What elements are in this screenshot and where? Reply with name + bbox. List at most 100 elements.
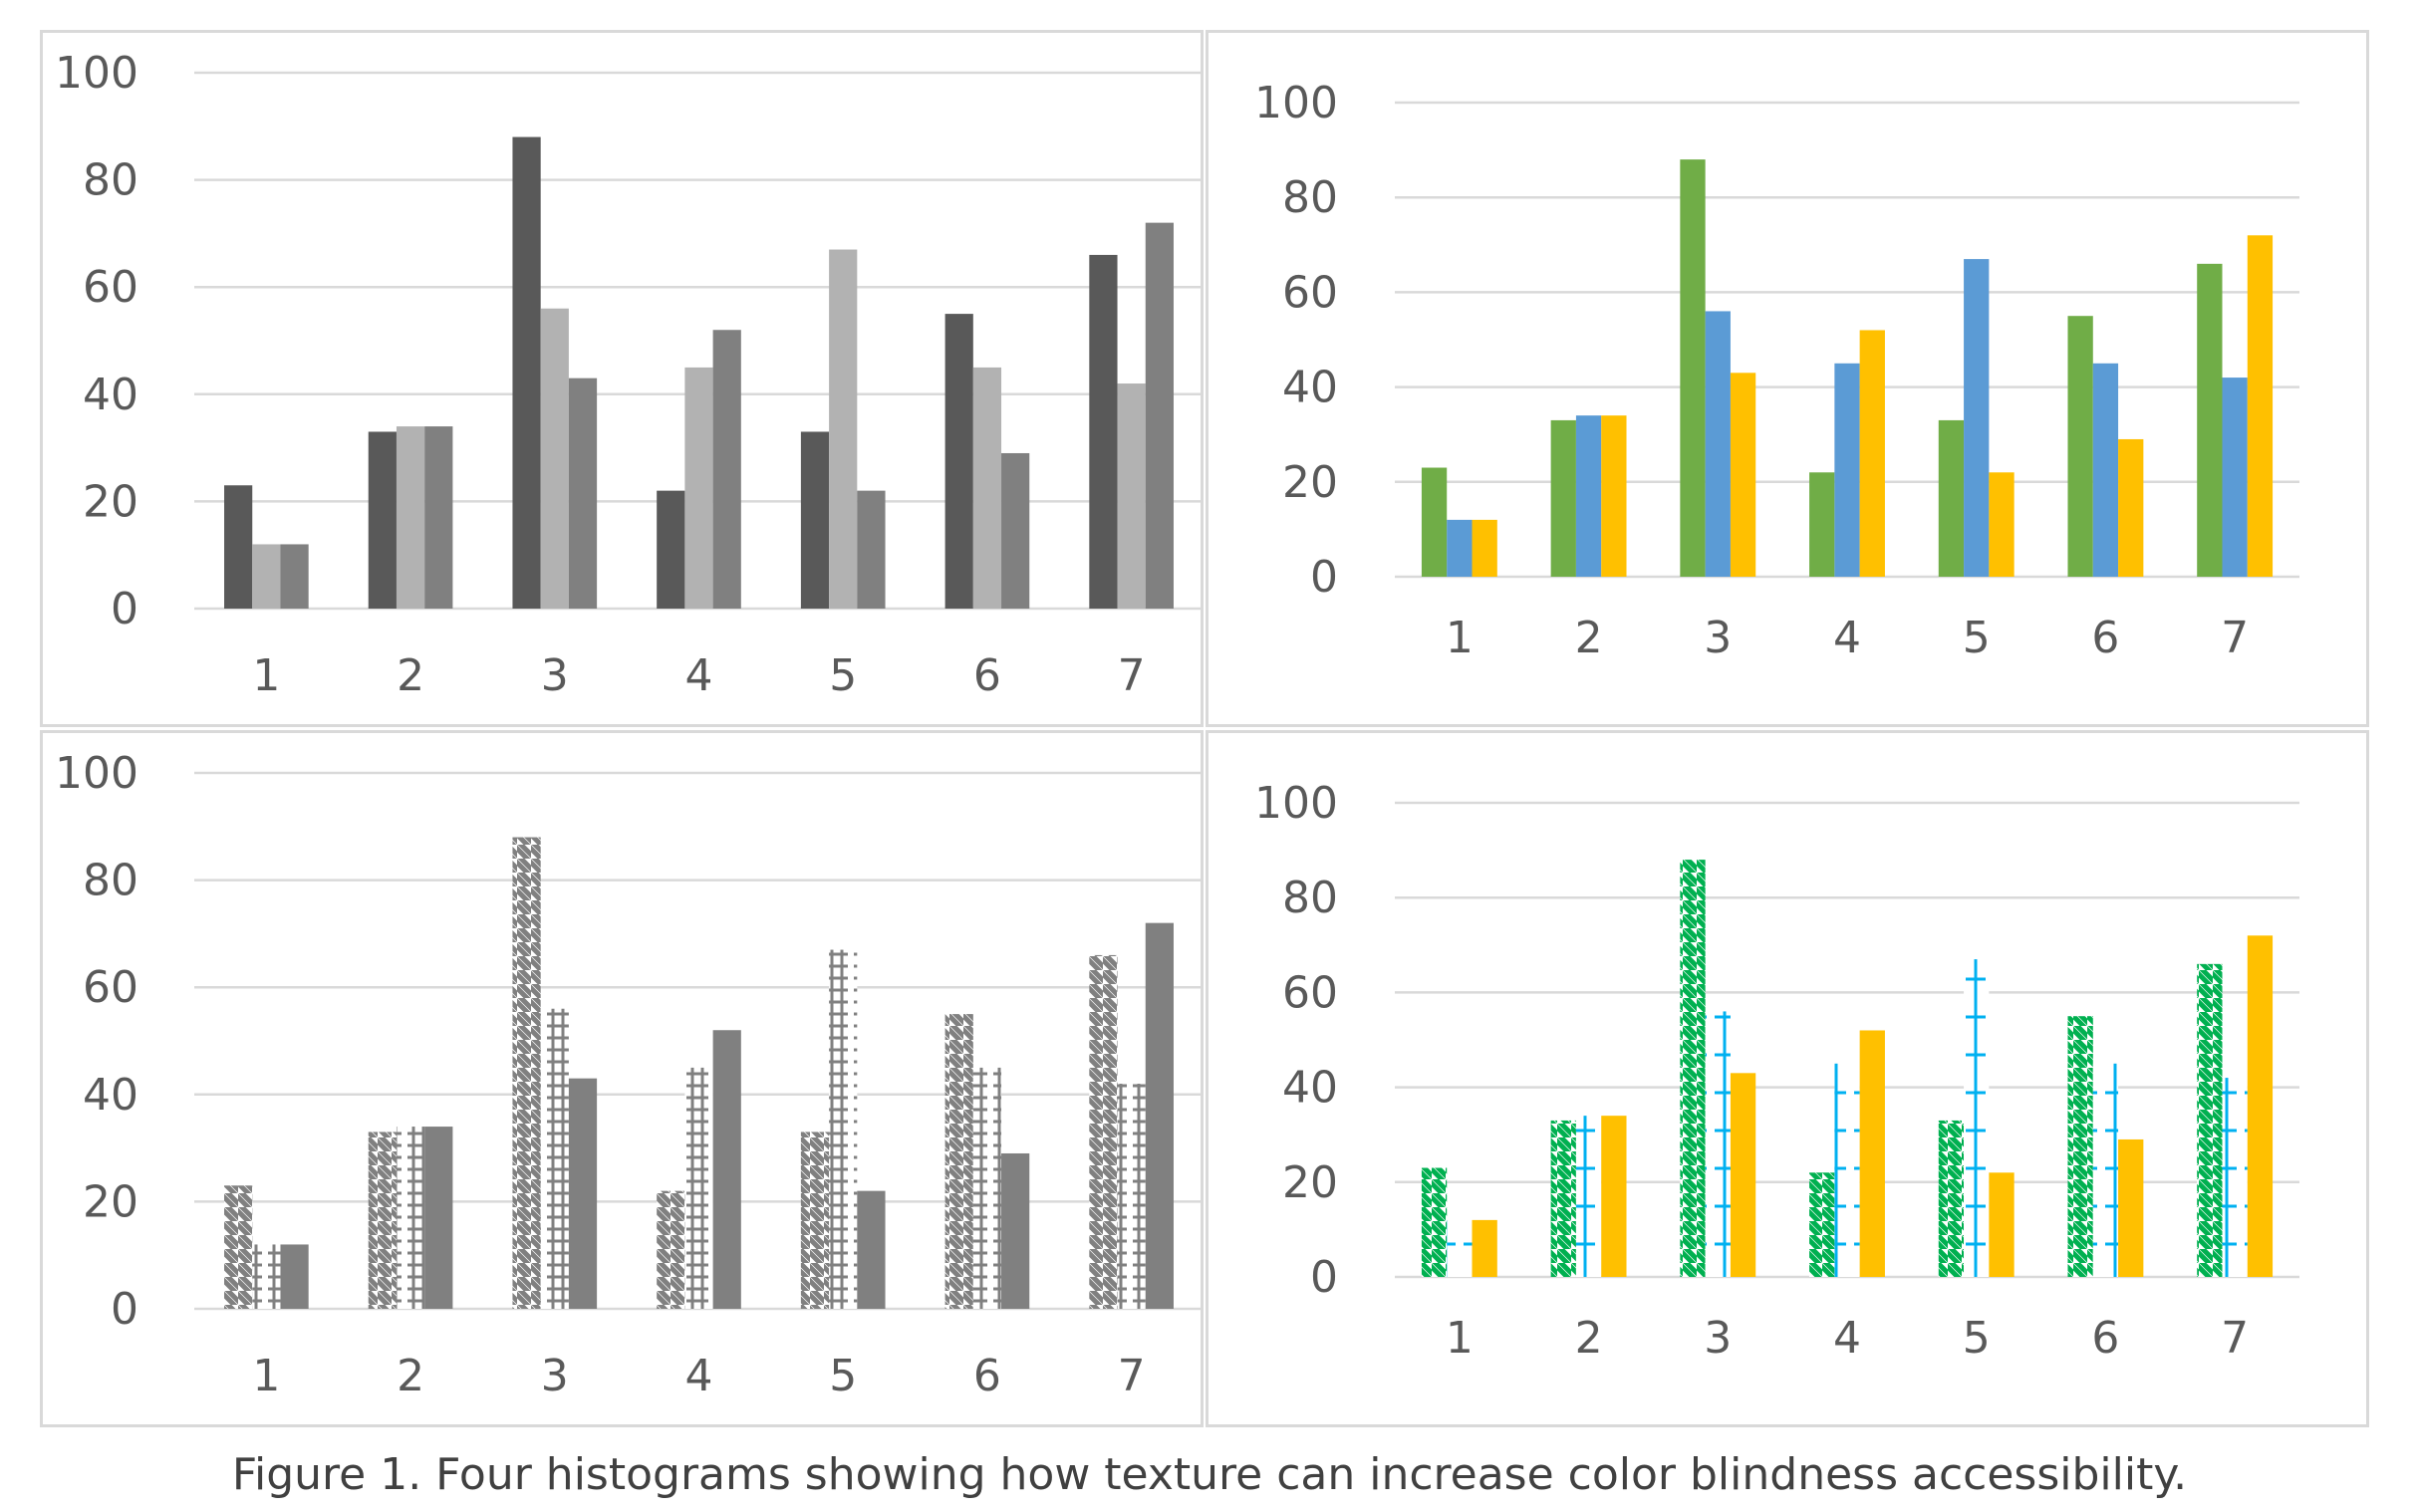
bar-series-3 <box>280 544 309 609</box>
bar-series-2 <box>252 1244 281 1309</box>
y-tick-label: 80 <box>1282 873 1338 923</box>
bar-series-1 <box>1809 472 1835 577</box>
bar-series-1 <box>512 136 541 609</box>
y-tick-label: 60 <box>83 262 138 313</box>
bar-chart-svg: 0 20 40 60 80 100 1 2 3 4 5 6 7 <box>55 48 1201 701</box>
bar-series-1 <box>512 837 541 1309</box>
bar-series-3 <box>2118 1138 2144 1277</box>
bar-chart-svg: 0 20 40 60 80 100 1 2 3 4 5 6 7 <box>1254 778 2299 1364</box>
bar-series-2 <box>2222 378 2248 577</box>
y-tick-label: 100 <box>55 48 138 99</box>
bar-series-3 <box>2247 935 2274 1277</box>
bar-series-2 <box>1964 959 1990 1277</box>
x-tick-label: 7 <box>1118 1351 1146 1401</box>
x-tick-label: 1 <box>1446 1313 1474 1364</box>
x-tick-label: 6 <box>973 1351 1001 1401</box>
y-tick-label: 0 <box>1310 1252 1338 1303</box>
x-tick-label: 5 <box>829 1351 857 1401</box>
bar-series-2 <box>1834 1063 1860 1277</box>
bar-series-1 <box>1938 419 1965 577</box>
y-tick-label: 80 <box>83 155 138 206</box>
bar-series-1 <box>800 1132 830 1309</box>
bar-series-1 <box>1089 954 1118 1309</box>
bar-series-2 <box>2092 363 2119 577</box>
x-tick-label: 3 <box>541 650 569 701</box>
bar-series-1 <box>1089 254 1118 610</box>
bar-series-1 <box>1550 419 1576 577</box>
bar-series-3 <box>1601 1116 1627 1277</box>
y-tick-label: 80 <box>83 856 138 906</box>
bar-series-3 <box>1001 1152 1030 1309</box>
x-tick-label: 1 <box>252 650 280 701</box>
bar-series-1 <box>368 431 397 609</box>
bar-series-1 <box>944 314 973 609</box>
bar-series-2 <box>972 367 1002 609</box>
bar-series-1 <box>657 1190 685 1309</box>
bar-series-3 <box>1601 415 1627 577</box>
x-tick-label: 7 <box>1118 650 1146 701</box>
x-tick-label: 5 <box>1963 613 1991 663</box>
bar-series-3 <box>1472 1219 1497 1277</box>
bar-series-3 <box>568 378 598 609</box>
bar-series-3 <box>857 1190 886 1309</box>
bar-series-2 <box>1575 1116 1602 1277</box>
bar-series-3 <box>1145 222 1174 609</box>
bar-series-3 <box>1989 472 2015 577</box>
y-tick-label: 20 <box>83 476 138 527</box>
bar-series-1 <box>1421 467 1448 577</box>
bar-series-1 <box>224 1185 253 1309</box>
x-tick-label: 6 <box>973 650 1001 701</box>
x-tick-label: 5 <box>829 650 857 701</box>
bar-series-1 <box>1938 1120 1965 1277</box>
y-tick-label: 20 <box>1282 1157 1338 1208</box>
bar-series-2 <box>2222 1078 2248 1277</box>
y-tick-label: 40 <box>83 370 138 420</box>
x-tick-label: 4 <box>1833 1313 1861 1364</box>
bar-series-1 <box>2067 1016 2093 1277</box>
bar-series-3 <box>1989 1172 2015 1277</box>
bar-series-3 <box>568 1078 598 1309</box>
bar-series-2 <box>252 544 281 609</box>
bar-series-2 <box>396 426 425 609</box>
bar-series-1 <box>800 431 830 609</box>
y-tick-label: 100 <box>55 748 138 799</box>
bar-series-1 <box>368 1132 397 1309</box>
y-tick-label: 100 <box>1254 778 1338 829</box>
y-tick-label: 0 <box>1310 552 1338 603</box>
x-tick-label: 7 <box>2221 1313 2249 1364</box>
x-tick-label: 2 <box>1575 1313 1603 1364</box>
y-tick-label: 20 <box>83 1176 138 1227</box>
bar-series-1 <box>944 1014 973 1309</box>
bar-series-3 <box>2118 438 2144 577</box>
bar-chart-svg: 0 20 40 60 80 100 1 2 3 4 5 6 7 <box>55 748 1201 1401</box>
bar-series-3 <box>424 426 453 609</box>
bar-series-1 <box>2197 263 2223 577</box>
bar-series-1 <box>1680 860 1706 1277</box>
bar-series-3 <box>712 1030 741 1309</box>
x-tick-label: 1 <box>1446 613 1474 663</box>
bar-series-2 <box>1447 1219 1473 1277</box>
bar-series-1 <box>1680 159 1706 577</box>
x-tick-label: 4 <box>1833 613 1861 663</box>
y-tick-label: 40 <box>1282 1063 1338 1114</box>
y-tick-label: 0 <box>111 584 138 634</box>
bar-series-1 <box>2067 316 2093 577</box>
bar-series-2 <box>684 1067 713 1309</box>
bar-series-1 <box>657 490 685 609</box>
y-tick-label: 100 <box>1254 78 1338 128</box>
chart-panel-grayscale-textured: 0 20 40 60 80 100 1 2 3 4 5 6 7 <box>40 730 1204 1427</box>
y-tick-label: 80 <box>1282 172 1338 223</box>
x-tick-label: 2 <box>397 1351 424 1401</box>
bar-series-2 <box>1117 1084 1146 1309</box>
bar-series-2 <box>972 1067 1002 1309</box>
x-tick-label: 6 <box>2091 613 2119 663</box>
bar-series-3 <box>424 1127 453 1309</box>
bar-series-2 <box>1575 415 1602 577</box>
bar-series-3 <box>1145 922 1174 1309</box>
chart-panel-color-textured: 0 20 40 60 80 100 1 2 3 4 5 6 7 <box>1206 730 2369 1427</box>
bar-series-1 <box>1550 1120 1576 1277</box>
bar-series-1 <box>1421 1167 1448 1277</box>
y-tick-label: 60 <box>1282 267 1338 318</box>
bar-series-3 <box>1001 452 1030 609</box>
